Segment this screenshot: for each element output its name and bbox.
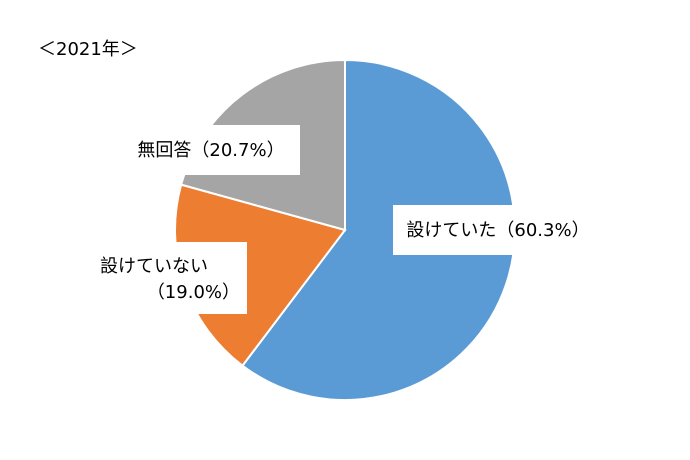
value-label: （20.7%） xyxy=(191,140,284,161)
category-label: 設けていた xyxy=(406,220,496,241)
chart-title: ＜2021年＞ xyxy=(38,39,138,60)
data-label: 無回答（20.7%） xyxy=(137,140,284,161)
value-label: （19.0%） xyxy=(147,282,240,303)
label-box xyxy=(122,125,300,175)
label-box xyxy=(393,205,603,255)
data-label: 設けていない xyxy=(100,256,208,277)
pie-slice xyxy=(241,58,516,401)
data-label: （19.0%） xyxy=(147,282,240,303)
category-label: 無回答 xyxy=(137,140,191,161)
data-label: 設けていた（60.3%） xyxy=(406,220,589,241)
label-box xyxy=(95,242,247,314)
value-label: （60.3%） xyxy=(496,220,589,241)
category-label: 設けていない xyxy=(100,256,208,277)
